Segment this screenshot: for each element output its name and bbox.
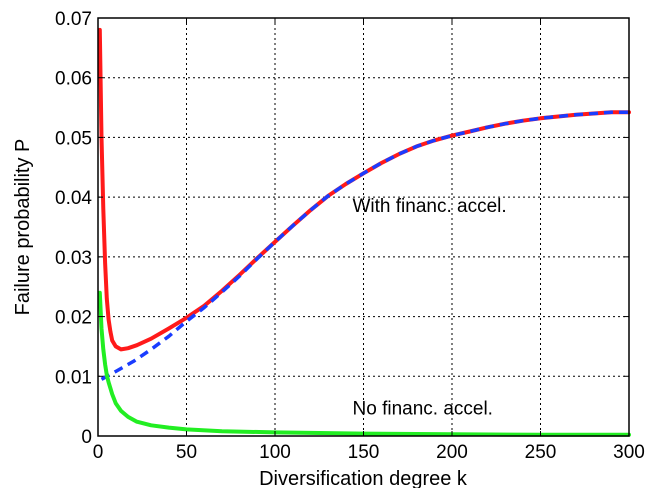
series-line-1 bbox=[97, 27, 631, 352]
x-tick-label: 250 bbox=[525, 442, 557, 463]
x-tick-label: 150 bbox=[348, 442, 380, 463]
x-tick-label: 50 bbox=[176, 442, 197, 463]
y-tick-label: 0.02 bbox=[55, 308, 92, 329]
x-tick-label: 200 bbox=[436, 442, 468, 463]
tick-layer: 0 50 100 150 200 250 300 0 0.01 0.02 0.03 0.04 0.05 0… bbox=[55, 9, 645, 463]
annotation-label: With financ. accel. bbox=[353, 196, 507, 217]
annotation-layer: With financ. accel. No financ. accel. bbox=[353, 196, 507, 419]
grid-lines bbox=[98, 18, 629, 436]
x-tick-label: 300 bbox=[613, 442, 645, 463]
y-axis-label: Failure probability P bbox=[12, 139, 34, 316]
y-tick-label: 0.06 bbox=[55, 69, 92, 90]
annotation-label: No financ. accel. bbox=[353, 399, 493, 420]
x-tick-label: 100 bbox=[259, 442, 291, 463]
series-line-2 bbox=[100, 110, 629, 381]
series-line-3 bbox=[97, 290, 631, 437]
x-tick-label: 0 bbox=[93, 442, 104, 463]
y-tick-label: 0.07 bbox=[55, 9, 92, 30]
y-tick-label: 0.05 bbox=[55, 128, 92, 149]
y-tick-label: 0.04 bbox=[55, 188, 92, 209]
y-tick-label: 0.03 bbox=[55, 248, 92, 269]
y-tick-label: 0 bbox=[81, 427, 92, 448]
plot-area bbox=[98, 18, 629, 436]
y-tick-label: 0.01 bbox=[55, 367, 92, 388]
series-layer bbox=[97, 27, 631, 437]
x-axis-label: Diversification degree k bbox=[259, 468, 468, 488]
